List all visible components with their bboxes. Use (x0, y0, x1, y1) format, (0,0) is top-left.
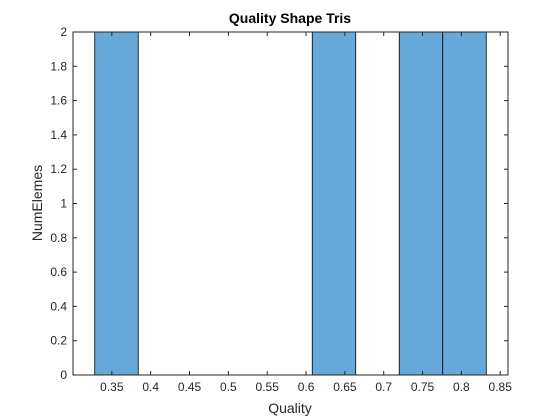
x-tick-label: 0.45 (178, 380, 202, 394)
x-tick-label: 0.65 (333, 380, 357, 394)
x-tick-label: 0.85 (489, 380, 513, 394)
y-tick-label: 0.4 (50, 299, 67, 313)
histogram-bar-8 (442, 31, 487, 376)
x-tick-label: 0.5 (220, 380, 237, 394)
x-axis-label: Quality (268, 400, 312, 416)
y-tick-label: 1.2 (50, 162, 67, 176)
y-tick-label: 1 (60, 197, 67, 211)
histogram-bar-5 (311, 31, 357, 376)
histogram-bar-0 (94, 31, 139, 376)
y-tick-label: 0.2 (50, 334, 67, 348)
x-tick-label: 0.4 (142, 380, 159, 394)
y-tick-label: 1.4 (50, 128, 67, 142)
y-tick-label: 1.8 (50, 59, 67, 73)
x-tick-label: 0.7 (375, 380, 392, 394)
y-tick-label: 0.6 (50, 265, 67, 279)
x-tick-label: 0.8 (453, 380, 470, 394)
x-tick-label: 0.55 (256, 380, 280, 394)
histogram-bar-7 (398, 31, 444, 376)
x-tick-label: 0.35 (100, 380, 124, 394)
y-tick-label: 0.8 (50, 231, 67, 245)
chart-title: Quality Shape Tris (229, 10, 351, 26)
bars-group (94, 31, 487, 376)
y-axis-label: NumElemes (29, 165, 45, 241)
axes-group: 0.35 0.4 0.45 0.5 0.55 0.6 0.65 0.7 0.75 0.8 0.85 0… (50, 25, 512, 394)
y-tick-label: 2 (60, 25, 67, 39)
y-tick-label: 1.6 (50, 94, 67, 108)
x-tick-label: 0.75 (411, 380, 435, 394)
y-tick-label: 0 (60, 368, 67, 382)
x-tick-label: 0.6 (298, 380, 315, 394)
